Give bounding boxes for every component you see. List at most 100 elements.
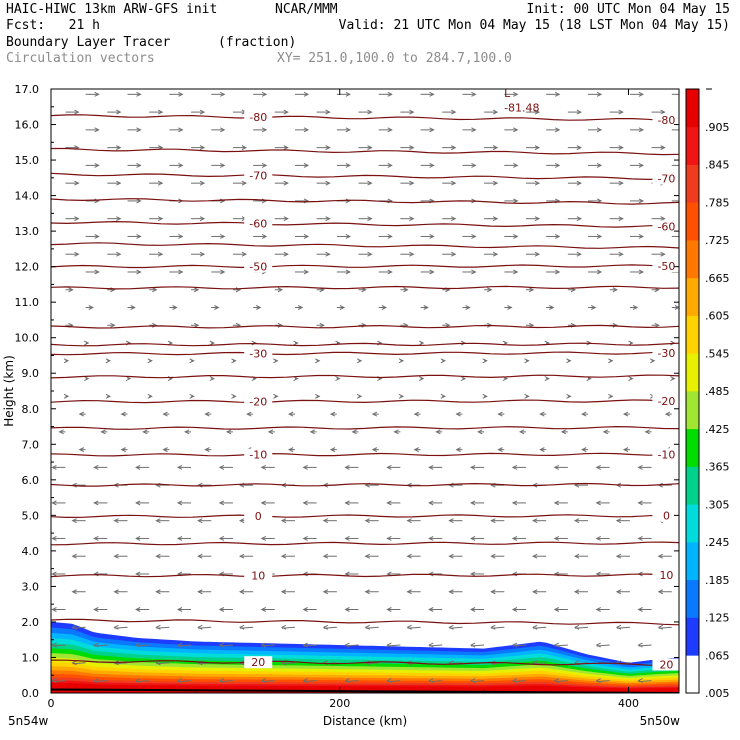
vector-arrow [393, 429, 401, 435]
vector-arrow [546, 127, 561, 133]
vector-arrow [135, 571, 150, 577]
vector-arrow [364, 518, 379, 524]
vector-arrow [629, 233, 645, 239]
vector-arrow [664, 411, 672, 417]
vector-arrow [371, 447, 379, 453]
vector-arrow [532, 518, 547, 524]
vector-arrow [504, 162, 519, 168]
vector-arrow [595, 607, 610, 612]
vector-arrow [469, 535, 485, 541]
y-tick-label: 2.0 [22, 616, 40, 629]
vector-arrow [107, 322, 116, 328]
vector-arrow [336, 305, 346, 310]
vector-arrow [288, 411, 295, 417]
contour-label-bg [244, 347, 273, 360]
vector-arrow [435, 429, 443, 435]
vector-arrow [462, 162, 477, 168]
vector-arrow [400, 180, 415, 186]
vector-arrow [191, 145, 206, 151]
vector-arrow [127, 305, 136, 310]
colorbar-label: .365 [705, 461, 730, 474]
vector-arrow [546, 305, 555, 310]
vector-arrow [211, 269, 226, 275]
y-tick-label: 9.0 [22, 367, 40, 380]
y-tick-label: 3.0 [22, 580, 40, 593]
vector-arrow [211, 162, 226, 168]
vector-arrow [211, 233, 226, 239]
contour-label: 0 [255, 510, 262, 523]
vector-arrow [413, 411, 421, 417]
vector-arrow [420, 233, 435, 239]
vector-arrow [120, 411, 128, 417]
y-tick-label: 6.0 [22, 474, 40, 487]
vector-arrow [609, 251, 624, 257]
vector-arrow [484, 251, 499, 257]
vector-arrow [329, 411, 337, 417]
vector-arrow [567, 180, 582, 186]
vector-arrow [428, 464, 443, 470]
vector-arrow [588, 269, 603, 275]
vector-arrow [197, 589, 212, 595]
vector-arrow [197, 553, 212, 559]
axes: 0.0 1.0 2.0 3.0 4.0 5.0 6.0 7.0 8.0 9.0 10.0 11.0 12… [2, 83, 680, 728]
colorbar-swatch [686, 391, 699, 430]
vector-arrow [462, 305, 471, 310]
vector-arrow [63, 393, 70, 399]
vector-arrow [191, 180, 206, 186]
vector-arrow [169, 162, 184, 168]
vector-arrow [309, 429, 317, 435]
contour-label: -60 [657, 220, 675, 233]
colorbar-label: .665 [705, 272, 730, 285]
vector-arrow [85, 127, 100, 133]
vector-arrow [135, 642, 150, 648]
colorbar-label: .065 [705, 649, 730, 662]
contour-label-bg [652, 259, 681, 272]
vector-arrow [504, 305, 513, 310]
vector-arrow [127, 162, 142, 168]
colorbar-swatch [686, 277, 699, 316]
vector-arrow [176, 642, 192, 648]
vector-arrow [351, 429, 359, 435]
contour-label: -50 [657, 260, 675, 273]
vector-arrow [105, 393, 112, 399]
vector-arrow [274, 251, 289, 257]
vector-arrow [218, 535, 233, 541]
vector-arrow [209, 376, 215, 382]
vector-arrow [525, 251, 541, 257]
vector-arrow [294, 269, 310, 275]
vector-arrow [615, 624, 630, 630]
vector-arrow [274, 109, 289, 115]
vector-arrow [93, 500, 108, 506]
vector-arrow [225, 429, 233, 435]
vector-arrow [274, 145, 289, 151]
y-tick-label: 0.0 [22, 687, 40, 700]
vector-arrow [386, 464, 401, 470]
vector-arrow [651, 251, 666, 257]
vector-arrow [595, 678, 610, 684]
vector-arrow [184, 429, 192, 435]
temperature-contour-labels: -80 -80 -70 -70 -60 -60 -50 -50 -30 -30 -20 -20 -10 -… [244, 87, 681, 672]
terrain-line [51, 688, 679, 693]
contour-0 [51, 514, 679, 519]
vector-arrow [65, 287, 74, 293]
vector-arrow [629, 305, 639, 310]
y-axis-label: Height (km) [2, 355, 16, 426]
model-title: HAIC-HIWC 13km ARW-GFS init [6, 2, 218, 17]
vector-arrow [358, 216, 373, 222]
vector-arrow [280, 624, 296, 630]
colorbar-label: .245 [705, 536, 730, 549]
vector-arrow [406, 589, 421, 595]
y-tick-label: 11.0 [15, 296, 40, 309]
vector-arrow [65, 180, 80, 186]
vector-arrow [294, 233, 310, 239]
vector-arrow [671, 164, 679, 166]
vector-arrow [442, 145, 457, 151]
vector-arrow [482, 393, 488, 399]
vector-arrow [420, 162, 435, 168]
vector-arrow [232, 180, 248, 186]
vector-arrow [588, 91, 603, 97]
contour-label: -20 [657, 395, 675, 408]
y-tick-label: 12.0 [15, 261, 40, 274]
vector-arrow [378, 233, 393, 239]
contour-15 [51, 618, 679, 626]
